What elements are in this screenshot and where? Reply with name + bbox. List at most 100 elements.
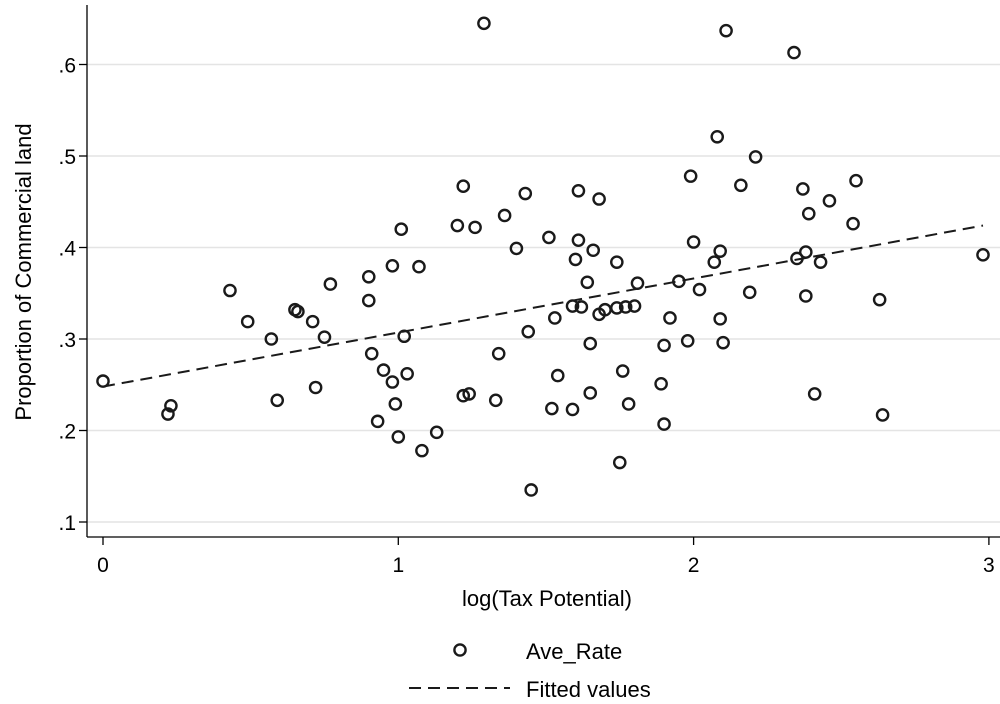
data-point — [305, 314, 320, 329]
data-point — [385, 258, 400, 273]
data-point — [583, 386, 598, 400]
data-point — [509, 241, 524, 256]
data-point — [790, 251, 804, 266]
data-point — [872, 292, 887, 307]
x-axis-title: log(Tax Potential) — [462, 586, 632, 611]
data-point — [630, 276, 645, 290]
data-point — [807, 387, 822, 401]
data-point — [748, 150, 763, 164]
fitted-values-line — [102, 224, 984, 388]
data-point — [317, 330, 332, 344]
data-point — [542, 230, 556, 245]
data-point — [734, 178, 748, 193]
data-point — [621, 397, 636, 411]
data-point — [488, 393, 503, 408]
legend-label-fitted-values: Fitted values — [526, 677, 651, 702]
y-tick-label: .3 — [58, 329, 76, 352]
data-point — [707, 255, 722, 269]
data-point — [787, 45, 801, 60]
data-point — [323, 277, 338, 291]
data-point — [686, 235, 701, 249]
data-point — [456, 388, 471, 403]
data-point — [412, 259, 426, 274]
data-point — [592, 192, 606, 206]
data-point — [583, 336, 598, 351]
data-point — [364, 346, 379, 361]
fitted-values-series — [102, 224, 984, 388]
data-point — [657, 338, 671, 353]
data-point — [571, 233, 586, 247]
data-point — [565, 402, 580, 417]
data-point — [683, 169, 698, 183]
data-point — [610, 255, 624, 269]
data-point — [240, 314, 255, 329]
data-point — [568, 252, 583, 267]
data-point — [565, 299, 580, 313]
data-point — [571, 183, 586, 198]
data-point — [400, 366, 414, 381]
data-point — [391, 430, 406, 444]
data-point — [308, 380, 323, 395]
x-tick-label: 0 — [97, 554, 109, 577]
y-tick-label: .1 — [58, 512, 76, 535]
data-point — [672, 274, 686, 289]
data-point — [96, 374, 110, 388]
y-tick-label: .2 — [58, 421, 76, 444]
data-point — [657, 417, 671, 431]
data-point — [849, 173, 863, 188]
data-point — [713, 244, 727, 258]
data-point — [610, 301, 624, 315]
data-point — [477, 16, 491, 31]
data-point — [692, 282, 707, 297]
y-axis-ticks: .1 .2 .3 .4 .5 .6 — [58, 55, 87, 535]
data-point — [361, 269, 376, 284]
data-point — [429, 425, 444, 440]
x-tick-label: 1 — [392, 554, 404, 577]
data-point — [450, 218, 465, 233]
data-point — [518, 186, 533, 201]
data-point — [801, 206, 816, 221]
data-point — [394, 222, 409, 236]
data-point — [618, 300, 633, 314]
data-point — [164, 398, 178, 413]
x-tick-label: 2 — [688, 554, 700, 577]
legend: Ave_Rate Fitted values — [409, 639, 651, 702]
data-point — [796, 182, 810, 196]
y-tick-label: .5 — [58, 146, 76, 169]
legend-label-ave-rate: Ave_Rate — [526, 639, 622, 664]
data-point — [456, 179, 471, 193]
data-point — [716, 335, 730, 350]
data-point — [710, 129, 725, 144]
data-point — [586, 243, 600, 258]
data-point — [270, 393, 285, 408]
data-point — [846, 216, 860, 231]
data-point — [580, 275, 595, 290]
data-point — [462, 387, 476, 401]
data-point — [615, 364, 630, 378]
ave-rate-series — [96, 16, 990, 497]
x-axis-ticks: 0 1 2 3 — [97, 537, 995, 577]
data-point — [264, 332, 279, 346]
data-point — [799, 245, 813, 259]
data-point — [524, 483, 538, 497]
data-point — [497, 208, 512, 223]
data-point — [361, 293, 376, 308]
x-tick-label: 3 — [983, 554, 995, 577]
data-point — [875, 408, 890, 422]
y-tick-label: .6 — [58, 55, 76, 78]
data-point — [376, 363, 391, 377]
data-point — [388, 397, 403, 411]
data-point — [627, 299, 642, 313]
data-point — [161, 407, 175, 421]
data-point — [742, 285, 757, 300]
data-point — [397, 329, 412, 344]
data-point — [822, 194, 837, 208]
data-point — [548, 311, 562, 325]
data-point — [415, 443, 429, 458]
data-point — [663, 311, 677, 325]
data-point — [291, 304, 305, 319]
data-point — [976, 248, 990, 262]
data-point — [713, 312, 727, 326]
data-point — [491, 346, 506, 361]
